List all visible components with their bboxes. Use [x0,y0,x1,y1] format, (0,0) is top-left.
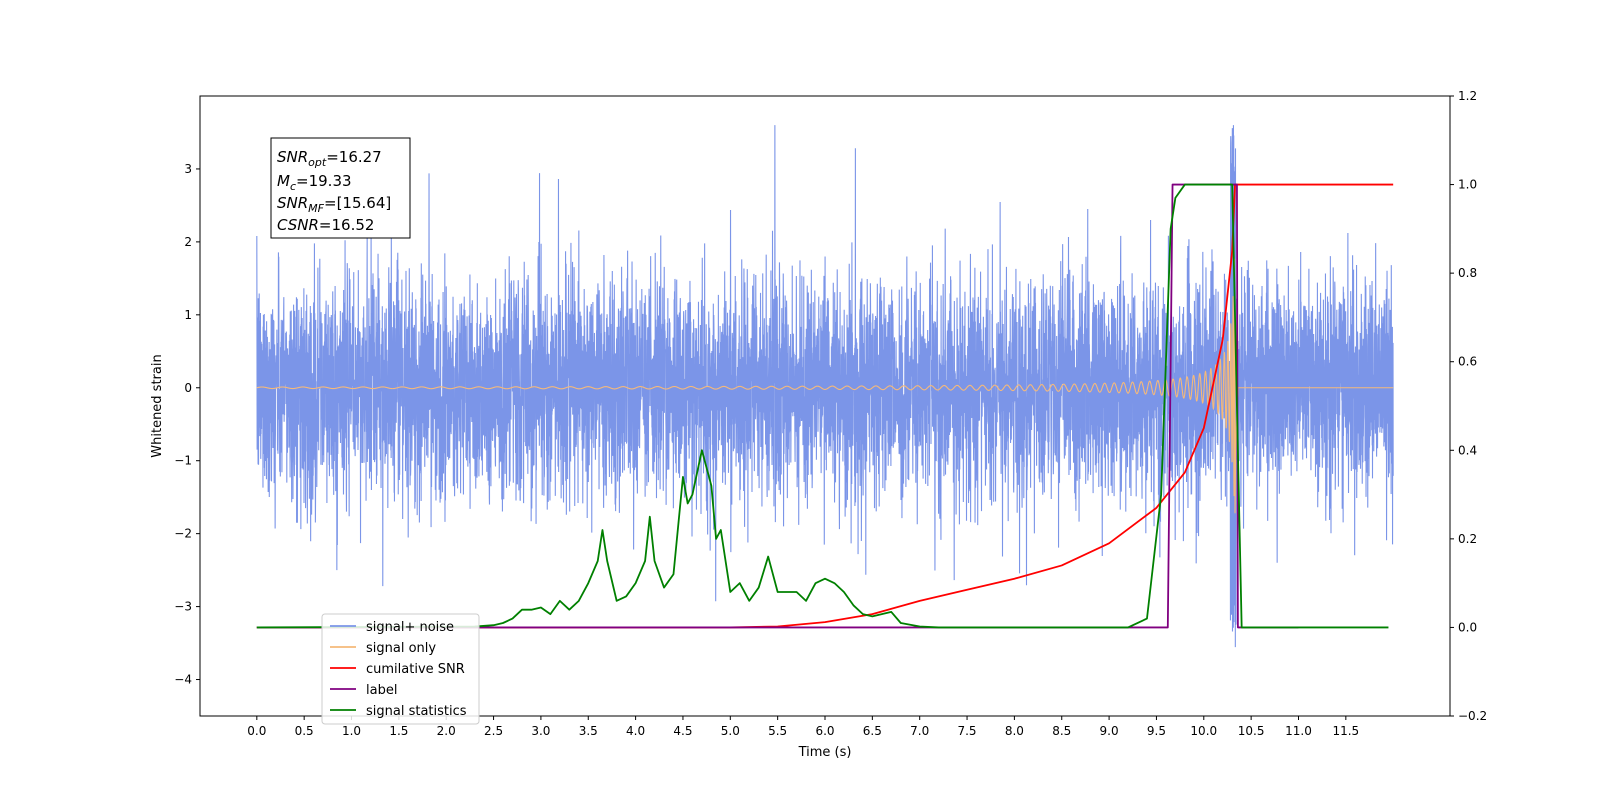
series-layer [256,125,1394,648]
x-tick-label: 2.0 [437,724,456,738]
legend-label-signal-statistics: signal statistics [366,704,467,719]
legend-frame [321,613,480,725]
y-tick-label: 2 [184,235,192,249]
x-tick-label: 11.0 [1285,724,1312,738]
y2-tick-label: 0.4 [1458,443,1477,457]
y-tick-label: −1 [174,454,192,468]
y2-tick-label: 1.0 [1458,178,1477,192]
x-tick-label: 7.0 [910,724,929,738]
x-tick-label: 9.0 [1100,724,1119,738]
y-tick-label: −4 [174,673,192,687]
x-tick-label: 2.5 [484,724,503,738]
x-tick-label: 3.0 [531,724,550,738]
y2-tick-label: −0.2 [1458,709,1487,723]
legend-label-label: label [366,683,397,698]
legend: signal+ noise signal only cumilative SNR… [321,613,480,725]
x-tick-label: 8.0 [1005,724,1024,738]
y-tick-label: 3 [184,162,192,176]
series-signal-statistics [256,183,1389,629]
annotation-csnr: CSNR=16.52 [277,216,374,234]
annotation-snr-mf: SNRMF=[15.64] [277,194,391,215]
y-axis-label: Whitened strain [150,354,165,457]
x-tick-label: 1.0 [342,724,361,738]
x-tick-label: 5.0 [721,724,740,738]
x-axis: 0.0 0.5 1.0 1.5 2.0 2.5 3.0 3.5 4.0 4.5 5.0 5.5 6.0 6… [247,716,1359,738]
x-tick-label: 11.5 [1332,724,1359,738]
annotation-frame [270,137,411,239]
x-tick-label: 0.0 [247,724,266,738]
x-tick-label: 6.5 [863,724,882,738]
x-tick-label: 9.5 [1147,724,1166,738]
y2-tick-label: 0.0 [1458,620,1477,634]
x-axis-label: Time (s) [798,745,852,760]
series-signal-noise [256,125,1394,648]
x-tick-label: 10.5 [1238,724,1265,738]
y2-tick-label: 0.8 [1458,266,1477,280]
legend-label-signal-noise: signal+ noise [366,620,454,635]
x-tick-label: 1.5 [389,724,408,738]
legend-label-signal-only: signal only [366,641,436,656]
legend-label-cumulative-snr: cumilative SNR [366,662,465,677]
y-tick-label: −2 [174,527,192,541]
series-cumulative-snr [256,183,1394,629]
x-tick-label: 3.5 [579,724,598,738]
y-axis-right: 1.2 1.0 0.8 0.6 0.4 0.2 0.0 −0.2 [1450,89,1487,723]
y-tick-label: 0 [184,381,192,395]
y-tick-label: 1 [184,308,192,322]
series-signal-only [256,258,1394,514]
y-tick-label: −3 [174,600,192,614]
x-tick-label: 4.0 [626,724,645,738]
y2-tick-label: 1.2 [1458,89,1477,103]
x-tick-label: 0.5 [295,724,314,738]
y2-tick-label: 0.6 [1458,355,1477,369]
x-tick-label: 5.5 [768,724,787,738]
annotation-mc: Mc=19.33 [277,172,352,193]
x-tick-label: 8.5 [1052,724,1071,738]
x-tick-label: 7.5 [957,724,976,738]
annotation-box: SNRopt=16.27 Mc=19.33 SNRMF=[15.64] CSNR… [270,137,411,239]
y2-tick-label: 0.2 [1458,532,1477,546]
annotation-snr-opt: SNRopt=16.27 [277,148,382,169]
x-tick-label: 4.5 [673,724,692,738]
x-tick-label: 6.0 [815,724,834,738]
x-tick-label: 10.0 [1190,724,1217,738]
y-axis-left: 3 2 1 0 −1 −2 −3 −4 [174,162,200,687]
